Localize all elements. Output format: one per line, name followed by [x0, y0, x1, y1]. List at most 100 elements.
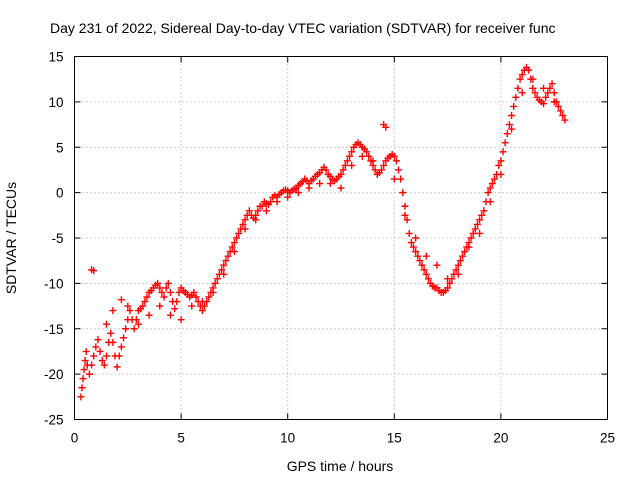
data-point: [337, 170, 345, 178]
data-point: [499, 148, 507, 156]
data-point: [508, 125, 516, 133]
data-point: [550, 89, 558, 97]
data-point: [228, 243, 236, 251]
data-point: [171, 305, 179, 313]
x-tick-label: 10: [280, 431, 295, 446]
data-point: [540, 84, 548, 92]
data-point: [491, 175, 499, 183]
data-point: [401, 202, 409, 210]
data-point: [156, 284, 164, 292]
data-point: [102, 352, 110, 360]
data-point: [254, 207, 262, 215]
data-point: [348, 148, 356, 156]
data-point: [341, 161, 349, 169]
data-point: [424, 275, 432, 283]
data-point: [397, 175, 405, 183]
data-point: [166, 311, 174, 319]
data-point: [544, 89, 552, 97]
data-point: [486, 198, 494, 206]
data-point: [369, 157, 377, 165]
data-point: [363, 148, 371, 156]
data-point: [305, 184, 313, 192]
data-point: [294, 189, 302, 197]
data-point: [143, 293, 151, 301]
data-point: [348, 161, 356, 169]
data-point: [175, 288, 183, 296]
data-point: [343, 157, 351, 165]
data-point: [115, 352, 123, 360]
data-point: [252, 216, 260, 224]
data-point: [501, 139, 509, 147]
data-point: [239, 220, 247, 228]
data-point: [473, 220, 481, 228]
data-point: [201, 302, 209, 310]
data-point: [444, 275, 452, 283]
y-tick-label: 15: [48, 50, 63, 65]
data-point: [162, 284, 170, 292]
data-point: [503, 130, 511, 138]
data-point: [90, 352, 98, 360]
data-point: [446, 279, 454, 287]
data-point: [390, 175, 398, 183]
data-point: [284, 193, 292, 201]
data-point: [478, 211, 486, 219]
data-point: [390, 152, 398, 160]
data-point: [90, 267, 98, 275]
data-point: [134, 320, 142, 328]
data-point: [233, 234, 241, 242]
data-point: [316, 180, 324, 188]
data-point: [220, 261, 228, 269]
data-point: [113, 363, 121, 371]
data-point: [220, 270, 228, 278]
data-point: [548, 80, 556, 88]
data-point: [395, 166, 403, 174]
data-point: [497, 170, 505, 178]
data-point: [107, 329, 115, 337]
data-point: [488, 180, 496, 188]
data-point: [540, 100, 548, 108]
y-tick-label: -20: [44, 367, 64, 382]
data-point: [365, 152, 373, 160]
data-point: [514, 84, 522, 92]
data-point: [262, 207, 270, 215]
x-tick-label: 15: [387, 431, 402, 446]
data-point: [422, 252, 430, 260]
data-point: [117, 296, 125, 304]
data-point: [346, 152, 354, 160]
data-point: [409, 243, 417, 251]
data-point: [416, 257, 424, 265]
data-point: [190, 288, 198, 296]
data-point: [102, 320, 110, 328]
data-point: [205, 293, 213, 301]
data-point: [476, 216, 484, 224]
data-point: [452, 266, 460, 274]
data-point: [465, 243, 473, 251]
data-point: [454, 270, 462, 278]
data-point: [529, 84, 537, 92]
data-point: [476, 229, 484, 237]
data-point: [218, 266, 226, 274]
data-point: [407, 239, 415, 247]
data-point: [378, 166, 386, 174]
data-point: [546, 84, 554, 92]
data-point: [177, 316, 185, 324]
data-point: [322, 166, 330, 174]
data-point: [497, 157, 505, 165]
data-point: [209, 288, 217, 296]
data-point: [81, 357, 89, 365]
data-point: [267, 198, 275, 206]
data-point: [173, 298, 181, 306]
data-point: [109, 338, 117, 346]
data-point: [141, 298, 149, 306]
data-point: [85, 370, 93, 378]
data-point: [80, 366, 88, 374]
y-tick-label: 10: [48, 95, 63, 110]
data-point: [326, 180, 334, 188]
data-point: [518, 71, 526, 79]
data-point: [484, 189, 492, 197]
x-tick-label: 25: [600, 431, 615, 446]
data-point: [120, 334, 128, 342]
y-tick-label: -10: [44, 276, 64, 291]
data-point: [139, 302, 147, 310]
data-point: [77, 393, 85, 401]
